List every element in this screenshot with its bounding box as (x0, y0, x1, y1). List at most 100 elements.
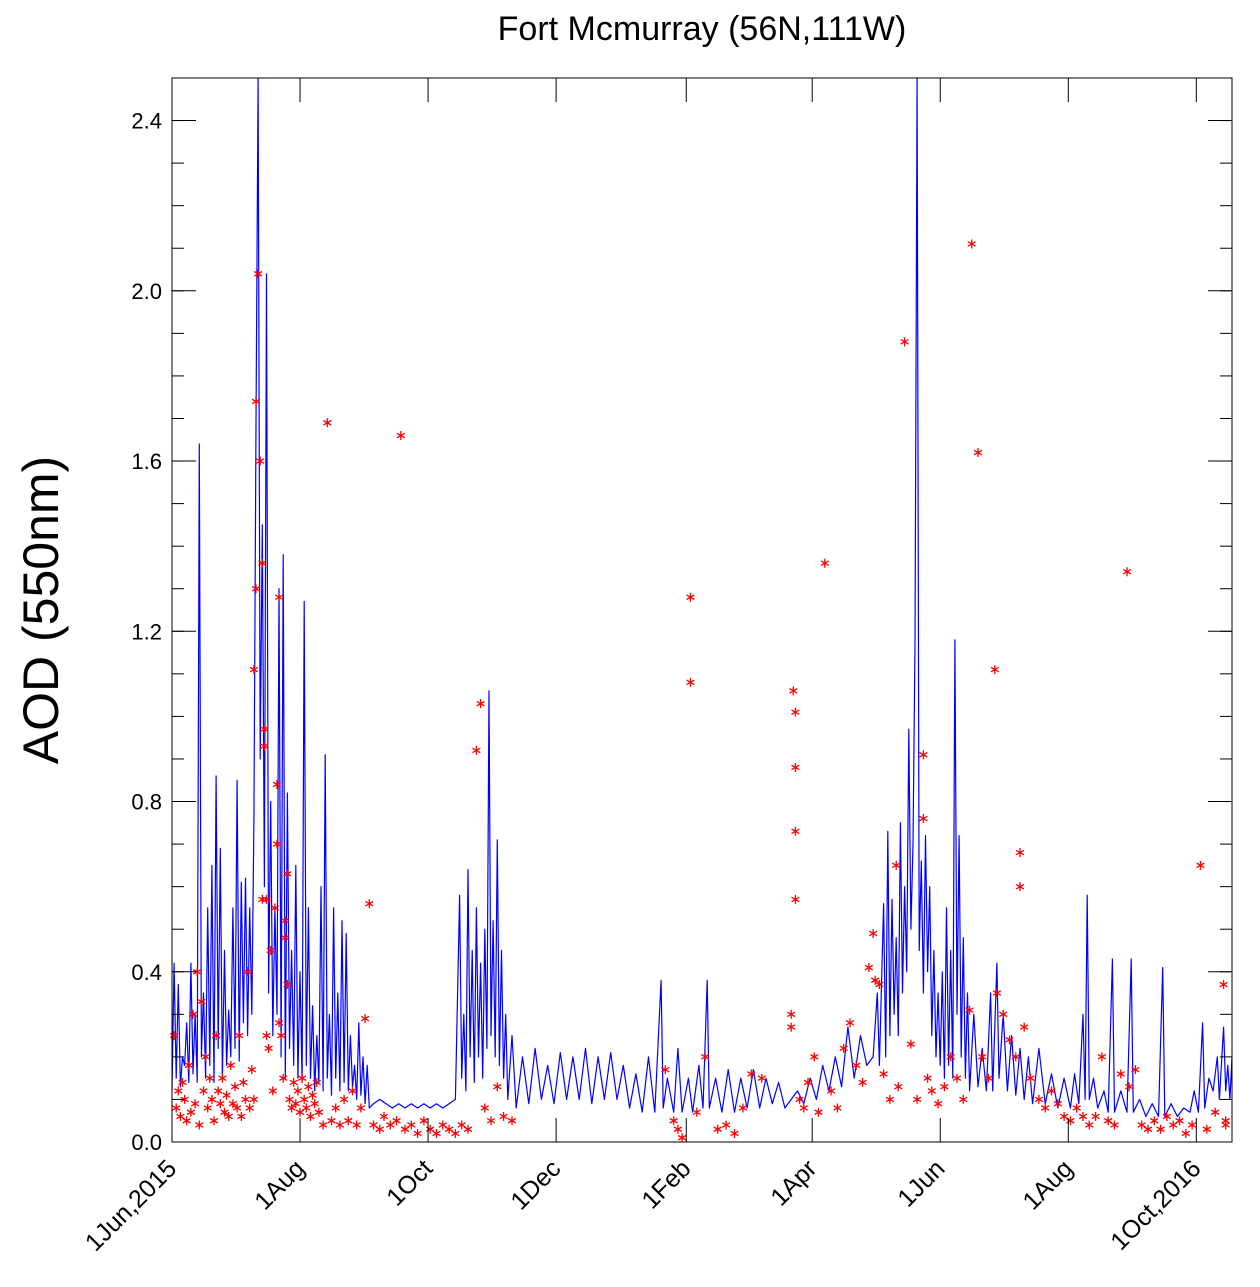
aod-marker (232, 1103, 242, 1113)
aod-marker (396, 431, 406, 440)
aod-marker (360, 1014, 370, 1024)
y-tick-label: 1.6 (131, 449, 162, 474)
aod-marker (791, 763, 800, 772)
aod-marker (845, 1018, 855, 1028)
aod-marker (237, 1112, 246, 1121)
aod-marker (1085, 1120, 1094, 1130)
aod-marker (499, 1112, 508, 1121)
aod-marker (211, 1031, 221, 1041)
aod-marker (312, 1077, 322, 1087)
aod-marker (814, 1107, 823, 1117)
aod-marker (1019, 1022, 1029, 1032)
aod-marker (323, 418, 332, 428)
aod-marker (820, 558, 830, 568)
aod-marker (287, 1103, 296, 1113)
aod-marker (661, 1065, 670, 1075)
aod-marker (933, 1099, 943, 1109)
aod-marker (201, 1052, 210, 1062)
aod-marker (730, 1129, 739, 1138)
aod-marker (192, 967, 202, 977)
aod-marker (234, 1031, 244, 1041)
aod-marker (486, 1116, 496, 1126)
aod-marker (251, 584, 261, 594)
aod-marker (833, 1103, 842, 1113)
y-axis-label: AOD (550nm) (13, 456, 69, 764)
y-tick-label: 0.8 (131, 790, 162, 815)
aod-marker (826, 1086, 836, 1096)
aod-marker (297, 1073, 307, 1083)
aod-marker (1181, 1129, 1191, 1138)
aod-marker (375, 1124, 385, 1134)
aod-marker (1131, 1065, 1140, 1075)
aod-marker (799, 1103, 809, 1113)
aod-marker (302, 1103, 311, 1113)
aod-marker (264, 1043, 273, 1053)
aod-marker (438, 1120, 448, 1130)
aod-marker (959, 1094, 968, 1104)
aod-marker (339, 1094, 349, 1104)
aod-marker (197, 997, 206, 1007)
aod-marker (274, 1018, 284, 1028)
aod-marker (228, 1099, 238, 1109)
y-tick-label: 0.0 (131, 1130, 162, 1155)
aod-marker (1091, 1112, 1100, 1121)
aod-marker (274, 592, 284, 602)
aod-marker (299, 1094, 309, 1104)
aod-marker (255, 456, 265, 466)
aod-marker (927, 1086, 937, 1096)
aod-marker (386, 1120, 395, 1130)
aod-marker (1078, 1112, 1088, 1121)
x-tick-label: 1Aug (249, 1154, 310, 1215)
aod-marker (318, 1120, 328, 1130)
aod-marker (379, 1112, 389, 1121)
aod-marker (451, 1129, 460, 1138)
aod-marker (1011, 1052, 1021, 1062)
aod-marker (946, 1052, 955, 1062)
aod-marker (1122, 567, 1132, 577)
aod-marker (791, 826, 800, 836)
x-tick-label: 1Dec (505, 1154, 566, 1215)
y-tick-label: 2.0 (131, 279, 162, 304)
aod-marker (700, 1052, 710, 1062)
aod-marker (493, 1082, 502, 1092)
aod-marker (713, 1124, 722, 1134)
aod-marker (310, 1099, 319, 1109)
aod-marker (186, 1107, 196, 1117)
aod-line-series (171, 77, 1233, 1118)
aod-marker (900, 337, 909, 347)
aod-marker (285, 1094, 294, 1104)
aod-marker (413, 1129, 422, 1138)
aod-marker (205, 1073, 215, 1083)
x-tick-label: 1Jun (892, 1154, 950, 1212)
aod-marker (992, 988, 1002, 998)
x-tick-label: 1Apr (765, 1154, 822, 1211)
x-tick-label: 1Aug (1017, 1154, 1078, 1215)
aod-marker (789, 686, 798, 696)
y-tick-label: 2.4 (131, 109, 162, 134)
aod-marker (875, 980, 884, 989)
aod-marker (786, 1009, 796, 1019)
aod-marker (1210, 1107, 1220, 1117)
aod-marker (990, 665, 1000, 675)
chart-title: Fort Mcmurray (56N,111W) (498, 10, 907, 48)
x-tick-label: 1Oct (381, 1154, 438, 1211)
aod-marker (940, 1082, 949, 1092)
aod-marker (757, 1073, 767, 1083)
aod-marker (272, 839, 282, 849)
aod-marker (1059, 1112, 1069, 1121)
aod-marker (721, 1120, 731, 1130)
aod-marker (965, 1005, 974, 1015)
aod-marker (810, 1052, 819, 1062)
aod-marker (260, 741, 269, 751)
aod-marker (692, 1107, 701, 1117)
aod-marker (476, 699, 485, 709)
aod-marker (967, 239, 976, 249)
aod-marker (203, 1103, 212, 1113)
aod-marker (1034, 1094, 1044, 1104)
aod-marker (919, 750, 928, 760)
aod-marker (260, 724, 269, 734)
aod-marker (677, 1133, 687, 1143)
aod-marker (281, 933, 290, 943)
aod-marker (1162, 1112, 1172, 1121)
aod-marker (1137, 1120, 1146, 1130)
